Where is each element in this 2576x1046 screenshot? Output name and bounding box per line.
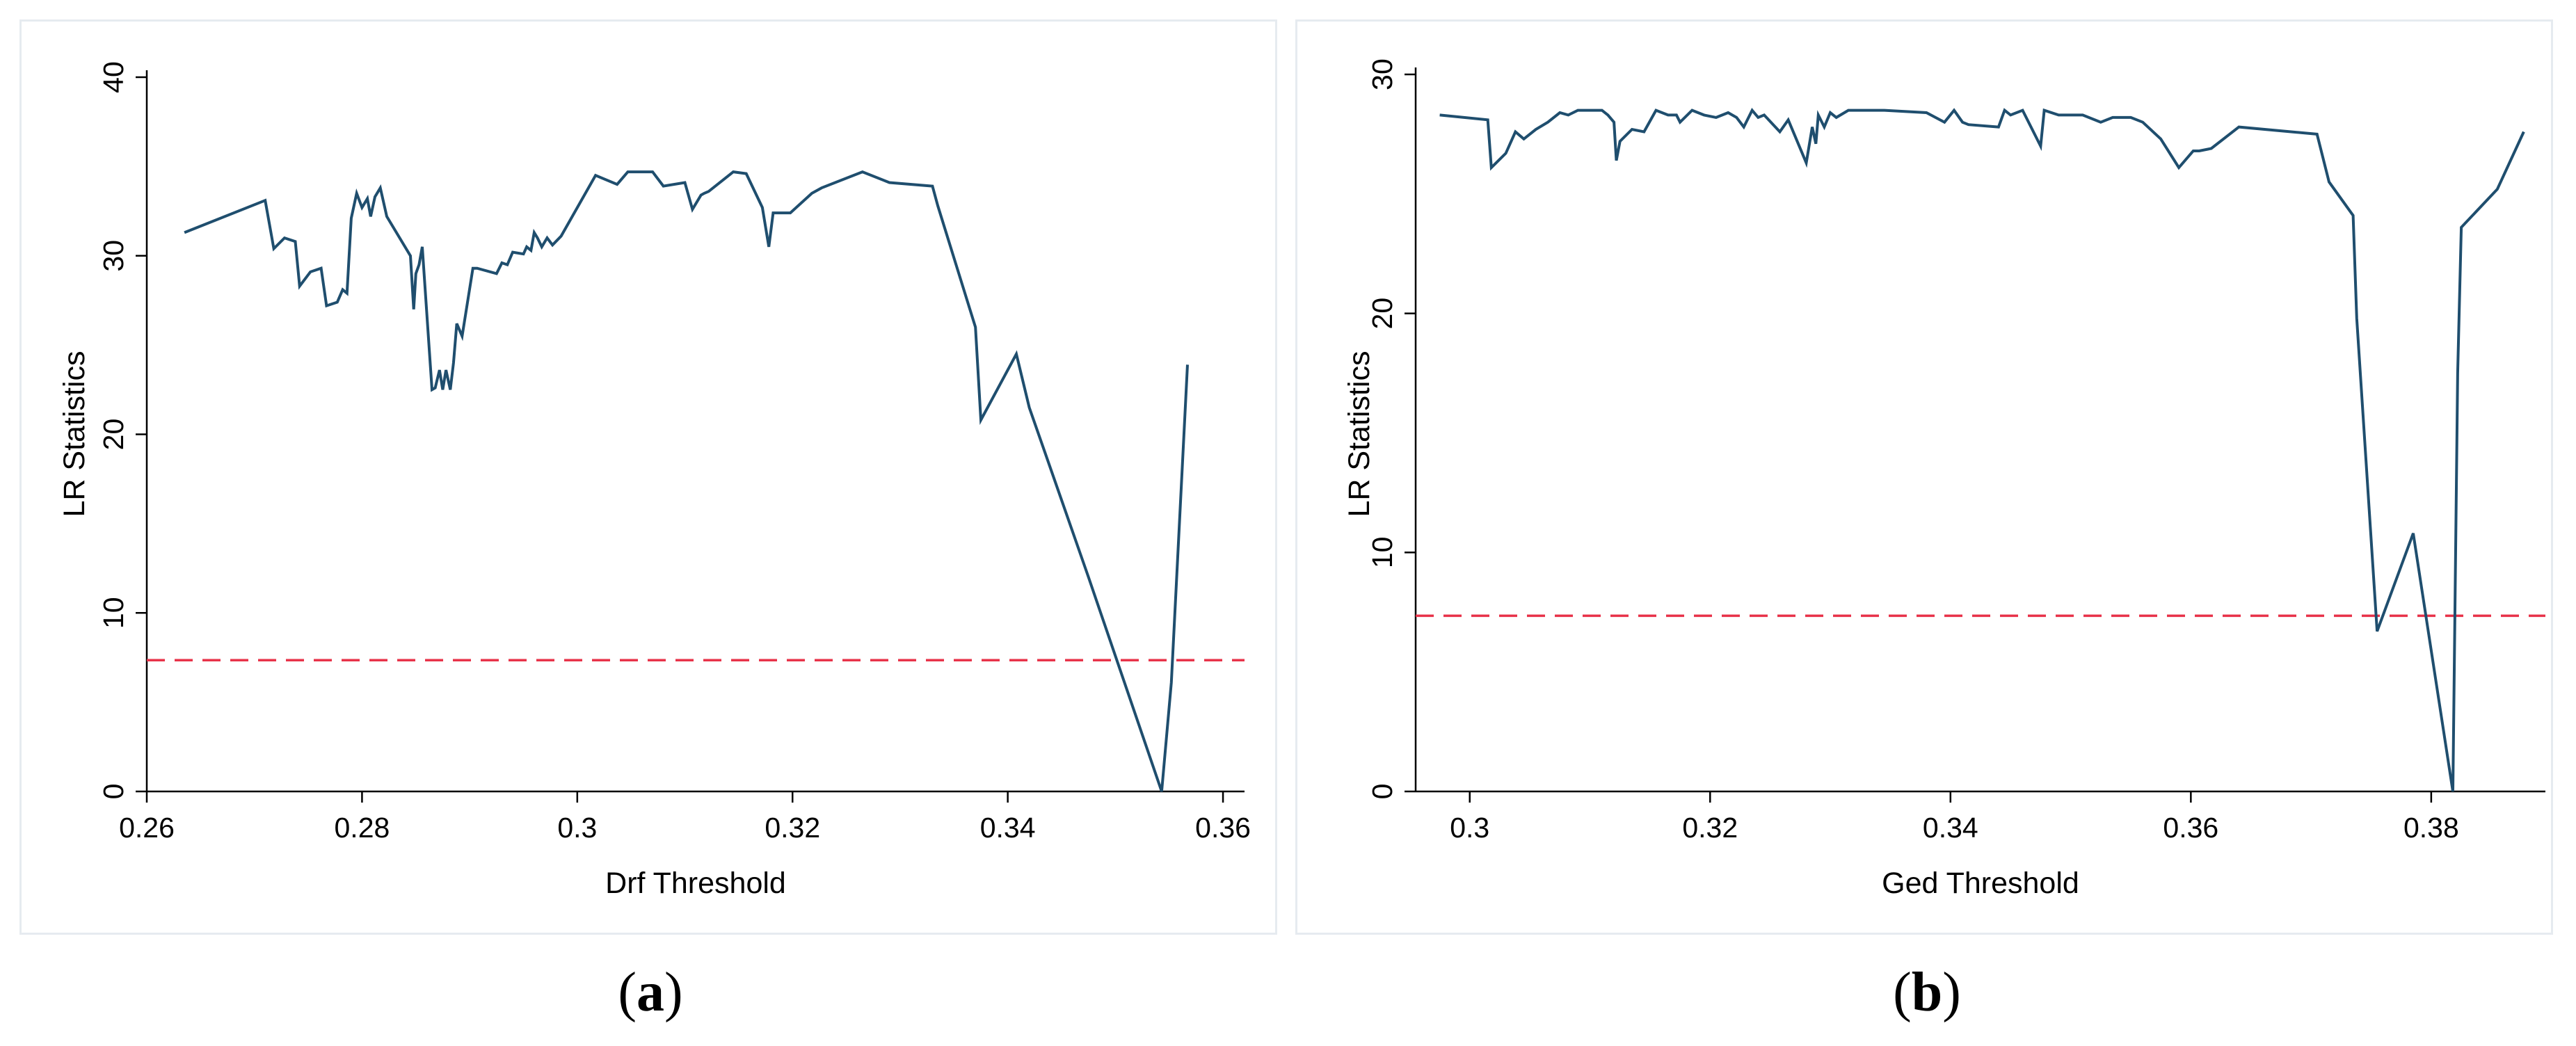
lr-statistic-line-b [1439, 107, 2525, 792]
x-axis-title-b: Ged Threshold [1882, 867, 2079, 900]
x-tick-label: 0.32 [765, 812, 820, 844]
chart-panel-b: 0.3 0.32 0.34 0.36 0.38 0 10 20 30 Ged Threshold L… [1295, 19, 2553, 935]
lr-statistic-line-a [184, 170, 1189, 792]
y-tick-label: 0 [97, 784, 129, 800]
y-tick-label: 10 [1366, 537, 1398, 569]
x-tick-label: 0.36 [2163, 812, 2218, 844]
chart-a: 0.26 0.28 0.3 0.32 0.34 0.36 0 10 20 30 40 Drf Thre… [58, 61, 1251, 900]
x-axis-title-a: Drf Threshold [605, 867, 786, 900]
x-tick-label: 0.28 [335, 812, 390, 844]
y-axis-title-a: LR Statistics [58, 351, 91, 517]
y-tick-label: 20 [97, 419, 129, 451]
x-tick-label: 0.32 [1682, 812, 1738, 844]
x-tick-label: 0.34 [980, 812, 1036, 844]
x-tick-label: 0.36 [1195, 812, 1251, 844]
y-axis-title-b: LR Statistics [1343, 351, 1376, 517]
chart-panel-a: 0.26 0.28 0.3 0.32 0.34 0.36 0 10 20 30 40 Drf Thre… [19, 19, 1277, 935]
y-tick-label: 30 [97, 240, 129, 272]
x-tick-label: 0.26 [119, 812, 175, 844]
x-tick-label: 0.38 [2403, 812, 2459, 844]
y-tick-label: 0 [1366, 784, 1398, 800]
x-tick-label: 0.3 [1450, 812, 1489, 844]
x-tick-label: 0.34 [1923, 812, 1978, 844]
y-tick-label: 40 [97, 61, 129, 93]
x-tick-label: 0.3 [557, 812, 597, 844]
y-tick-label: 10 [97, 597, 129, 629]
caption-a: (a) [618, 962, 683, 1023]
y-tick-label: 20 [1366, 298, 1398, 330]
caption-b: (b) [1893, 962, 1961, 1023]
chart-b: 0.3 0.32 0.34 0.36 0.38 0 10 20 30 Ged Threshold L… [1343, 58, 2545, 900]
y-tick-label: 30 [1366, 58, 1398, 90]
